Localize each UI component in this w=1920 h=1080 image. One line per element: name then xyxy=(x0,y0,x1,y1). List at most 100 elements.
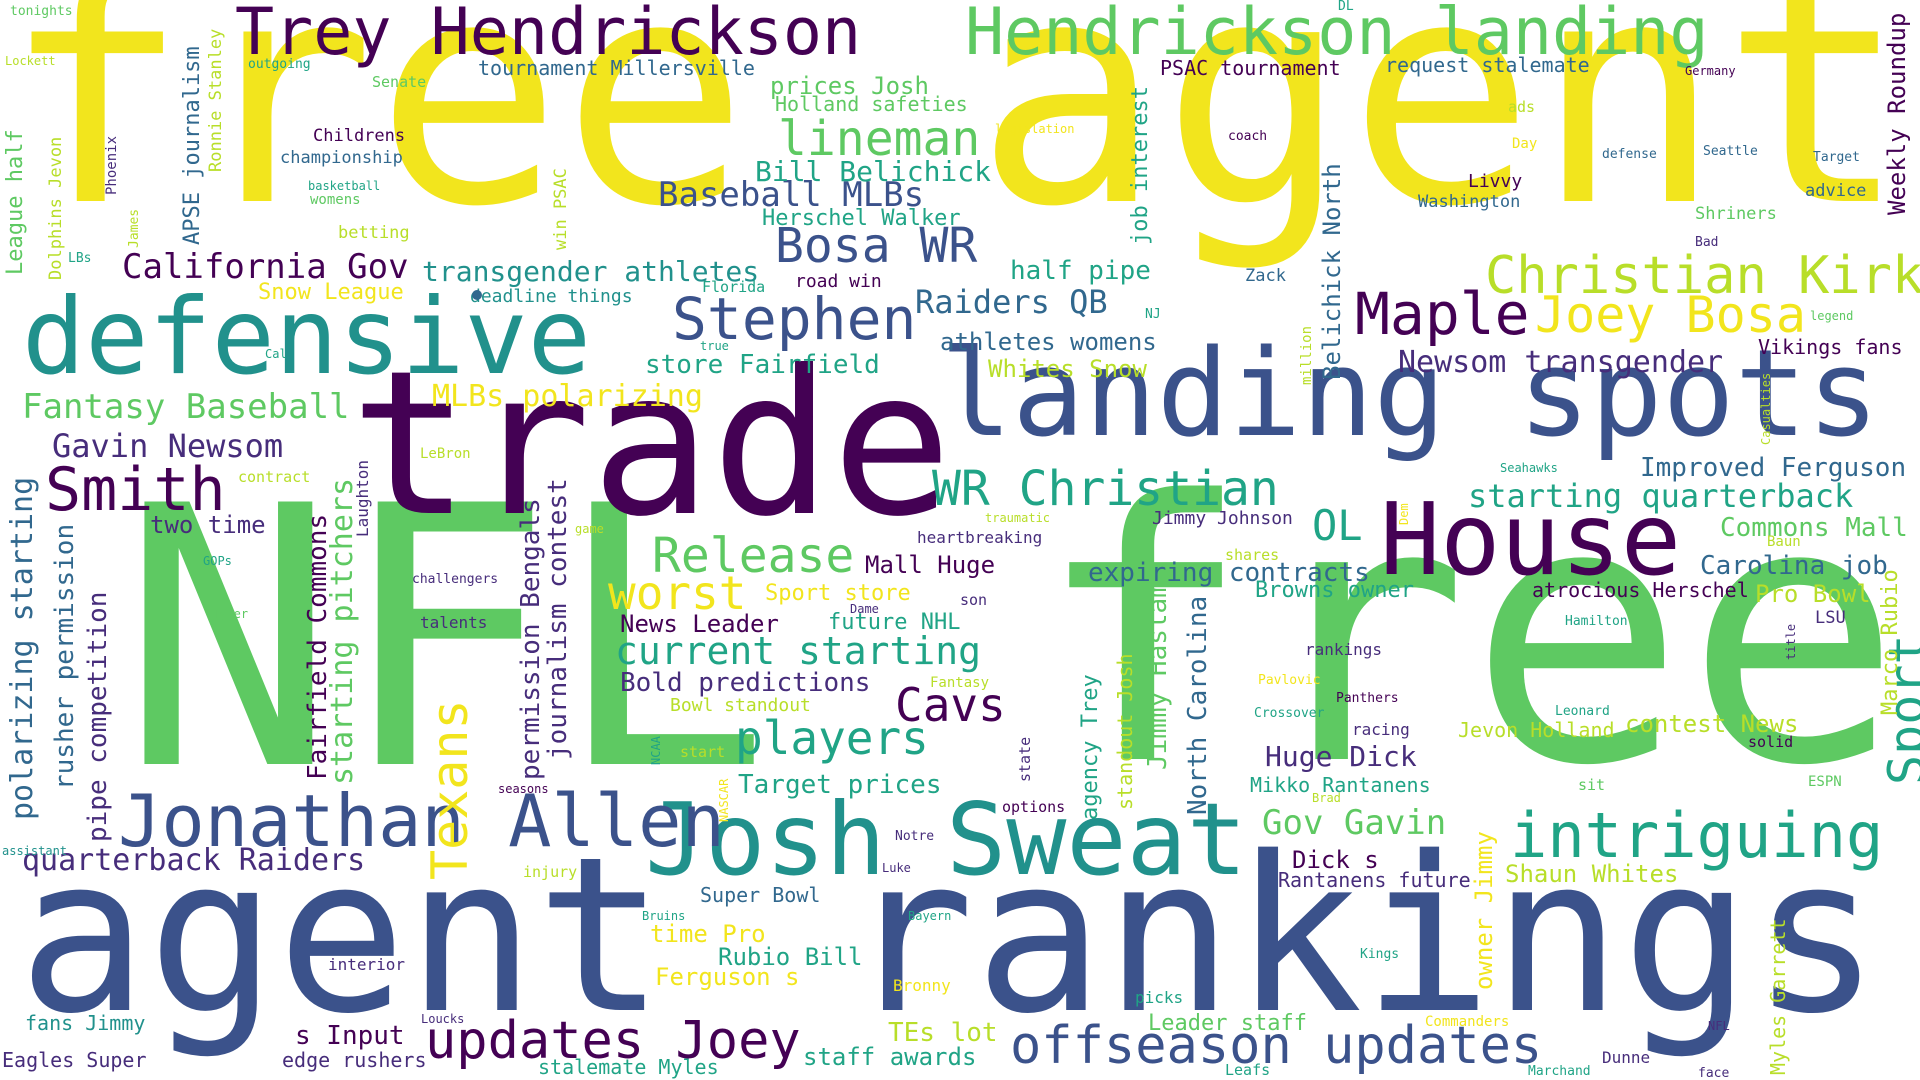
word-bold-predictions: Bold predictions xyxy=(620,668,871,698)
word-staff-awards: staff awards xyxy=(803,1043,977,1071)
word-two-time: two time xyxy=(150,511,266,539)
word-store-fairfield: store Fairfield xyxy=(645,350,880,380)
word-jevon-holland: Jevon Holland xyxy=(1458,718,1615,742)
word-free-big: free xyxy=(1035,425,1902,844)
word-championship: championship xyxy=(280,148,403,168)
word-josh-sweat: Josh Sweat xyxy=(645,781,1248,898)
word-win-psac: win PSAC xyxy=(551,168,571,250)
word-lineman: lineman xyxy=(778,111,981,167)
word-notre: Notre xyxy=(895,829,935,844)
word-request-stalemate: request stalemate xyxy=(1385,53,1590,77)
word-jimmy-haslam: Jimmy Haslam xyxy=(1143,582,1173,770)
word-baun: Baun xyxy=(1767,534,1801,550)
word-pavlovic: Pavlovic xyxy=(1258,673,1321,688)
word-players: players xyxy=(735,711,929,765)
word-agent-top: agent xyxy=(975,0,1909,275)
word-landing-spots: landing spots xyxy=(940,325,1880,464)
word-lsu: LSU xyxy=(1815,608,1846,628)
word-agent-bottom: agent xyxy=(18,810,666,1061)
word-brad: Brad xyxy=(1312,791,1341,805)
word-gov-gavin: Gov Gavin xyxy=(1262,803,1447,843)
word-ferguson-s: Ferguson s xyxy=(655,963,800,991)
word-bad: Bad xyxy=(1695,235,1719,250)
word-road-win: road win xyxy=(795,271,882,292)
word-deadline-things: deadline things xyxy=(470,286,633,307)
word-title: title xyxy=(1784,623,1798,660)
word-solid: solid xyxy=(1748,733,1794,751)
word-panthers: Panthers xyxy=(1336,691,1399,706)
word-assistant: assistant xyxy=(2,844,68,858)
word-house: House xyxy=(1380,481,1682,598)
word-crossover: Crossover xyxy=(1254,706,1325,721)
word-mall-huge: Mall Huge xyxy=(865,551,996,579)
word-son: son xyxy=(960,591,988,609)
word-gops: GOPs xyxy=(203,554,232,568)
word-target: Target xyxy=(1813,150,1860,165)
word-intriguing: intriguing xyxy=(1510,799,1884,872)
word-christian-kirk: Christian Kirk xyxy=(1485,246,1920,306)
word-racing: racing xyxy=(1352,720,1410,739)
word-dick-s: Dick s xyxy=(1292,846,1379,874)
word-seattle: Seattle xyxy=(1703,144,1758,159)
word-league-half: League half xyxy=(3,129,28,275)
word-tyler: Tyler xyxy=(212,607,249,621)
word-stalemate-myles: stalemate Myles xyxy=(538,1055,719,1079)
word-mlbs-polarizing: MLBs polarizing xyxy=(432,379,703,414)
word-contract: contract xyxy=(238,468,311,486)
word-time-pro: time Pro xyxy=(650,920,766,948)
word-outgoing: outgoing xyxy=(248,57,311,72)
word-lebron: LeBron xyxy=(420,446,471,462)
word-ol: OL xyxy=(1312,501,1363,550)
word-apse-journalism: APSE journalism xyxy=(180,46,205,245)
word-offseason-updates: offseason updates xyxy=(1010,1016,1543,1076)
word-news-leader: News Leader xyxy=(620,610,779,638)
word-permission-bengals: permission Bengals xyxy=(516,498,546,780)
word-seahawks: Seahawks xyxy=(1500,461,1558,475)
word-legislation: legislation xyxy=(995,122,1075,136)
word-future-nhl: future NHL xyxy=(828,610,961,635)
word-trade: trade xyxy=(350,328,953,561)
word-nfl-small: NFL xyxy=(1708,1019,1730,1033)
word-leafs: Leafs xyxy=(1225,1061,1271,1079)
word-quarterback-raiders: quarterback Raiders xyxy=(22,843,366,878)
word-rankings: rankings xyxy=(845,810,1881,1061)
word-eagles-super: Eagles Super xyxy=(2,1048,147,1072)
word-journalism-contest: journalism contest xyxy=(543,478,573,760)
word-womens: womens xyxy=(310,192,361,208)
word-snow-league: Snow League xyxy=(258,280,404,305)
word-commanders: Commanders xyxy=(1425,1014,1510,1030)
word-bronny: Bronny xyxy=(893,976,951,995)
dot-mark xyxy=(472,290,482,300)
word-california-gov: California Gov xyxy=(122,247,409,287)
word-prices-josh: prices Josh xyxy=(770,72,929,100)
word-cavs: Cavs xyxy=(895,678,1006,732)
word-kings: Kings xyxy=(1360,947,1400,962)
word-legend: legend xyxy=(1810,309,1854,323)
word-edge-rushers: edge rushers xyxy=(282,1048,427,1072)
word-tournament-millersville: tournament Millersville xyxy=(478,56,755,80)
word-polarizing-starting: polarizing starting xyxy=(5,476,40,820)
word-gavin-newsom: Gavin Newsom xyxy=(52,427,284,465)
word-transgender-athletes: transgender athletes xyxy=(422,255,760,288)
word-super-bowl: Super Bowl xyxy=(700,883,821,907)
word-injury: injury xyxy=(523,863,578,881)
word-marchand: Marchand xyxy=(1528,1064,1591,1079)
word-shriners: Shriners xyxy=(1695,204,1777,224)
word-browns-owner: Browns owner xyxy=(1255,578,1414,603)
word-options: options xyxy=(1002,798,1066,816)
word-espn: ESPN xyxy=(1808,774,1842,790)
word-belichick-north: Belichick North xyxy=(1318,163,1346,380)
word-whites-snow: Whites Snow xyxy=(988,355,1147,383)
word-owner-jimmy: owner Jimmy xyxy=(1470,831,1498,990)
word-s-input: s Input xyxy=(295,1021,405,1051)
word-dame: Dame xyxy=(850,602,879,616)
word-pipe-competition: pipe competition xyxy=(83,591,113,842)
word-updates-joey: updates Joey xyxy=(425,1011,801,1071)
word-athletes-womens: athletes womens xyxy=(940,328,1157,356)
word-game: game xyxy=(575,522,604,536)
word-half-pipe: half pipe xyxy=(1010,256,1151,286)
word-texans: Texans xyxy=(421,699,479,880)
word-ncaa: NCAA xyxy=(649,736,663,765)
word-germany: Germany xyxy=(1685,64,1736,78)
